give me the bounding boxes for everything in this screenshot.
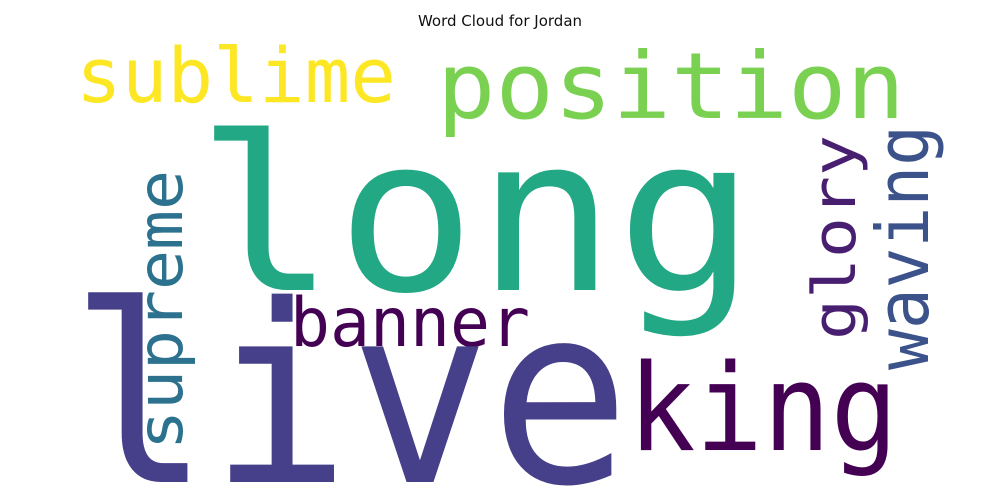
word-banner: banner: [290, 284, 530, 363]
word-waving: waving: [861, 125, 945, 370]
word-supreme: supreme: [124, 170, 197, 450]
figure-title: Word Cloud for Jordan: [417, 12, 583, 30]
word-glory: glory: [800, 135, 870, 340]
word-position: position: [437, 33, 905, 140]
word-long: long: [196, 90, 756, 341]
word-king: king: [628, 340, 898, 479]
word-sublime: sublime: [76, 31, 396, 120]
word-live: live: [70, 253, 630, 500]
